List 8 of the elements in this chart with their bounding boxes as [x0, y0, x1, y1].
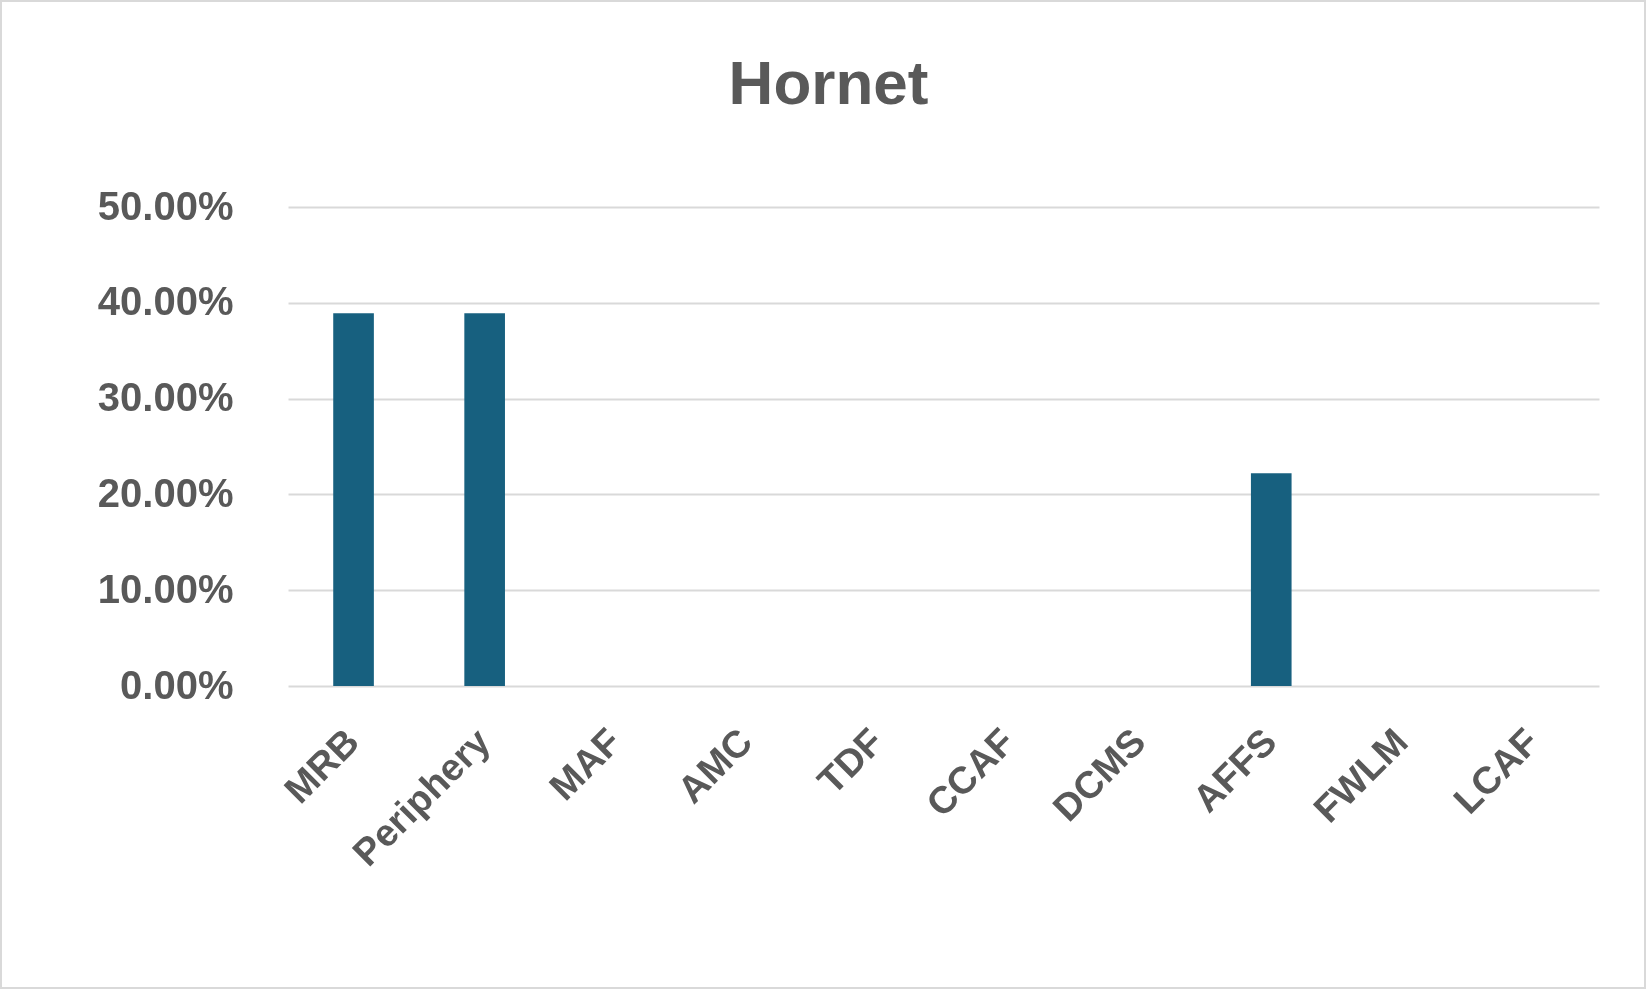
y-tick-label: 40.00%	[97, 279, 234, 324]
y-tick-label: 0.00%	[120, 662, 234, 707]
y-tick-label: 50.00%	[97, 183, 234, 228]
y-tick-label: 20.00%	[97, 470, 234, 515]
y-tick-label: 30.00%	[97, 375, 234, 420]
chart-title: Hornet	[728, 48, 929, 117]
y-tick-label: 10.00%	[97, 566, 234, 611]
x-tick-label: TDF	[809, 720, 892, 803]
